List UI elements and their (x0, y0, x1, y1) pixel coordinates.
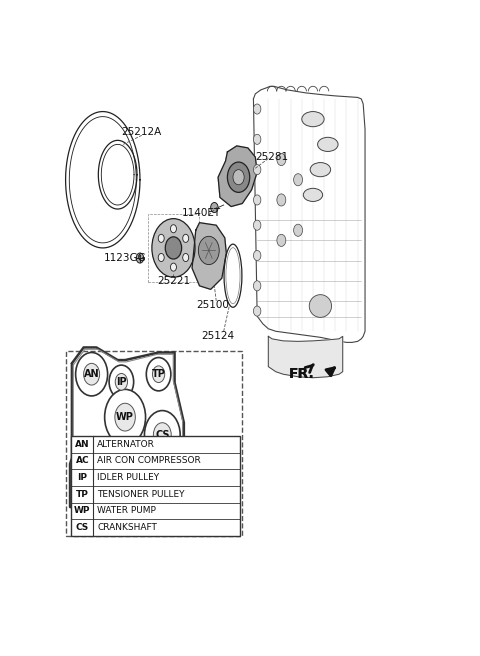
Text: IP: IP (77, 473, 87, 482)
Circle shape (74, 443, 117, 502)
Circle shape (165, 237, 181, 259)
Circle shape (211, 203, 218, 213)
Text: CS: CS (76, 523, 89, 532)
Text: IDLER PULLEY: IDLER PULLEY (97, 473, 159, 482)
Text: TP: TP (76, 489, 89, 499)
Text: WP: WP (74, 506, 91, 516)
Text: TP: TP (152, 369, 166, 379)
Circle shape (109, 365, 133, 398)
Text: AC: AC (75, 457, 89, 465)
Circle shape (277, 234, 286, 247)
Circle shape (277, 194, 286, 206)
Text: 25281: 25281 (255, 152, 288, 162)
Circle shape (253, 306, 261, 316)
Circle shape (144, 411, 180, 459)
Circle shape (183, 253, 189, 262)
Polygon shape (253, 87, 365, 342)
Bar (66, 352, 242, 536)
Text: 25212A: 25212A (122, 127, 162, 136)
Ellipse shape (310, 163, 331, 176)
Circle shape (253, 165, 261, 174)
Circle shape (158, 253, 164, 262)
Circle shape (170, 225, 177, 233)
Circle shape (84, 458, 106, 487)
Circle shape (277, 154, 286, 165)
Circle shape (253, 134, 261, 144)
Circle shape (152, 218, 195, 277)
Circle shape (228, 162, 250, 192)
Circle shape (183, 234, 189, 242)
Ellipse shape (302, 112, 324, 127)
Text: 25124: 25124 (202, 331, 235, 341)
Circle shape (153, 366, 165, 382)
Circle shape (170, 263, 177, 271)
Circle shape (146, 358, 171, 391)
Text: 25100: 25100 (196, 300, 229, 310)
Circle shape (294, 224, 302, 236)
Text: 25221: 25221 (157, 276, 190, 286)
Circle shape (198, 236, 219, 264)
Text: 1140ET: 1140ET (182, 207, 221, 218)
Circle shape (253, 281, 261, 291)
Ellipse shape (303, 188, 323, 201)
Text: 1123GG: 1123GG (104, 253, 146, 263)
Circle shape (253, 195, 261, 205)
Circle shape (158, 234, 164, 242)
Ellipse shape (309, 295, 332, 318)
Circle shape (294, 174, 302, 186)
Circle shape (233, 170, 244, 185)
Text: CRANKSHAFT: CRANKSHAFT (97, 523, 157, 532)
Circle shape (253, 251, 261, 260)
Text: CS: CS (155, 430, 169, 440)
Text: TENSIONER PULLEY: TENSIONER PULLEY (97, 489, 185, 499)
Text: AN: AN (84, 369, 99, 379)
Circle shape (115, 373, 128, 390)
Circle shape (84, 363, 100, 385)
Circle shape (115, 403, 135, 431)
Polygon shape (268, 337, 343, 378)
Ellipse shape (318, 137, 338, 152)
Text: WATER PUMP: WATER PUMP (97, 506, 156, 516)
Polygon shape (192, 222, 226, 289)
Text: IP: IP (116, 377, 127, 387)
Text: ALTERNATOR: ALTERNATOR (97, 440, 155, 449)
Circle shape (154, 422, 171, 447)
Bar (71, 436, 240, 536)
Text: WP: WP (116, 412, 134, 422)
Text: AN: AN (75, 440, 90, 449)
Circle shape (253, 104, 261, 114)
Circle shape (105, 390, 145, 445)
Circle shape (136, 253, 144, 263)
Text: AIR CON COMPRESSOR: AIR CON COMPRESSOR (97, 457, 201, 465)
Circle shape (76, 352, 108, 396)
Text: AC: AC (88, 468, 103, 478)
Text: FR.: FR. (289, 367, 314, 381)
Text: FR.: FR. (289, 367, 314, 381)
Circle shape (253, 220, 261, 230)
Polygon shape (218, 146, 257, 207)
